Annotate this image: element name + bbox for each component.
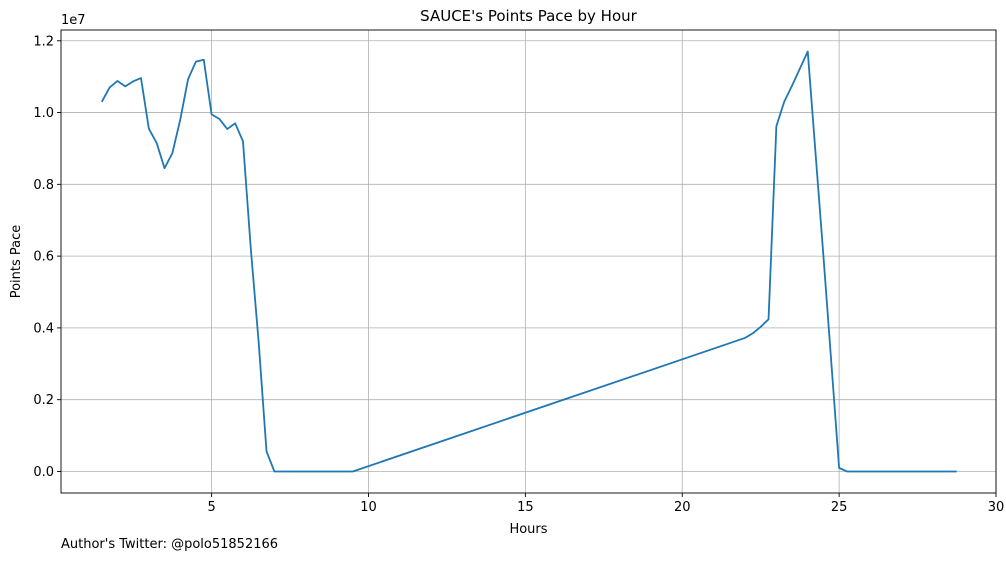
series-line (101, 50, 957, 473)
y-offset-label: 1e7 (61, 13, 86, 28)
x-tick-label: 10 (360, 500, 377, 515)
ticks-layer: 5 10 15 20 25 30 0.0 0.2 0.4 0.6 0.8 1.0 1.2 (33, 34, 1004, 515)
y-tick-label: 0.8 (33, 178, 54, 193)
y-axis-label: Points Pace (9, 225, 24, 299)
x-tick-label: 20 (674, 500, 691, 515)
x-tick-label: 5 (207, 500, 215, 515)
y-tick-label: 0.4 (33, 321, 54, 336)
x-tick-label: 30 (988, 500, 1005, 515)
y-tick-label: 0.2 (33, 393, 54, 408)
author-credit: Author's Twitter: @polo51852166 (61, 537, 279, 552)
x-tick-label: 25 (831, 500, 848, 515)
y-tick-label: 1.2 (33, 34, 54, 49)
grid-lines (61, 30, 997, 493)
x-tick-label: 15 (517, 500, 534, 515)
plot-frame (60, 29, 997, 494)
y-tick-label: 1.0 (33, 106, 54, 121)
x-axis-label: Hours (509, 522, 547, 537)
chart-title: SAUCE's Points Pace by Hour (420, 7, 637, 25)
y-tick-label: 0.6 (33, 250, 54, 265)
y-tick-label: 0.0 (33, 465, 54, 480)
series-layer (101, 50, 957, 473)
